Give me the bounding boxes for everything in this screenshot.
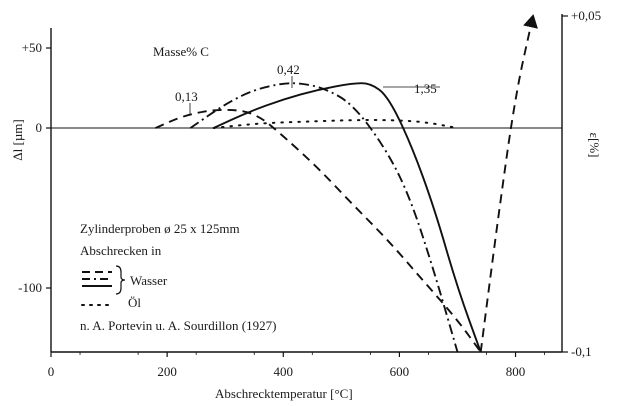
legend: Zylinderproben ø 25 x 125mm Abschrecken …	[80, 221, 276, 333]
y-tick-label-left: -100	[18, 280, 42, 295]
series-line-135	[213, 82, 482, 353]
series-line-strain-right-4	[479, 14, 538, 353]
x-tick-label: 600	[390, 364, 410, 379]
y-tick-label-right: +0,05	[571, 8, 601, 23]
series-layer	[155, 14, 538, 353]
chart-subtitle: Masse% C	[153, 44, 209, 59]
legend-source: n. A. Portevin u. A. Sourdillon (1927)	[80, 318, 276, 333]
annotation-135: 1,35	[414, 81, 437, 96]
y-tick-label-left: +50	[22, 40, 42, 55]
legend-label-wasser: Wasser	[130, 273, 168, 288]
series-line-042	[189, 82, 459, 353]
annotation-013: 0,13	[175, 89, 198, 104]
legend-line1: Zylinderproben ø 25 x 125mm	[80, 221, 240, 236]
y-axis-title-left: Δl [µm]	[10, 119, 25, 160]
x-tick-label: 400	[274, 364, 294, 379]
series-line-013	[155, 108, 482, 353]
x-tick-label: 0	[48, 364, 55, 379]
legend-label-oel: Öl	[128, 295, 141, 310]
legend-brace	[115, 265, 126, 295]
ticks: 0 200 400 600 800 +50 0 -100 +0,05 -0,1	[18, 8, 601, 379]
series-line-l	[212, 118, 459, 129]
legend-line2: Abschrecken in	[80, 243, 162, 258]
annotation-042: 0,42	[277, 62, 300, 77]
x-tick-label: 200	[157, 364, 177, 379]
x-tick-label: 800	[506, 364, 526, 379]
y-axis-title-right: ε[%]	[587, 133, 602, 158]
y-tick-label-right: -0,1	[571, 344, 592, 359]
x-axis-title: Abschrecktemperatur [°C]	[215, 386, 353, 401]
y-tick-label-left: 0	[36, 120, 43, 135]
